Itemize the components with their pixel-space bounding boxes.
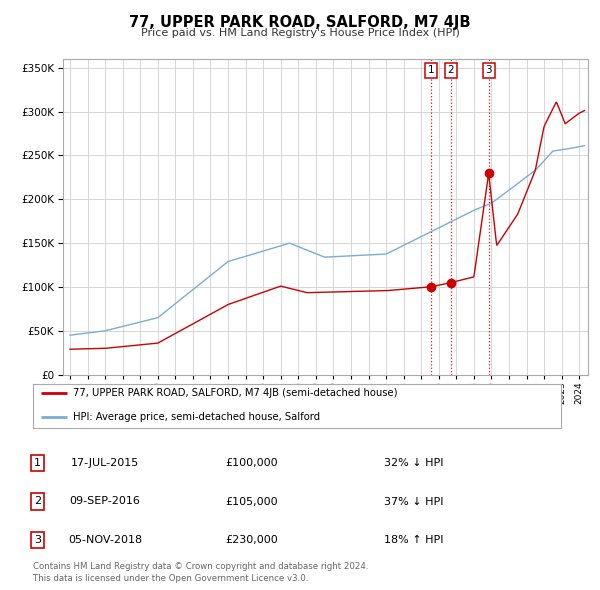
- Text: 2: 2: [448, 65, 454, 76]
- Text: This data is licensed under the Open Government Licence v3.0.: This data is licensed under the Open Gov…: [33, 574, 308, 583]
- Text: 77, UPPER PARK ROAD, SALFORD, M7 4JB: 77, UPPER PARK ROAD, SALFORD, M7 4JB: [129, 15, 471, 30]
- Text: Contains HM Land Registry data © Crown copyright and database right 2024.: Contains HM Land Registry data © Crown c…: [33, 562, 368, 571]
- Text: 1: 1: [427, 65, 434, 76]
- Text: 2: 2: [34, 497, 41, 506]
- Text: £105,000: £105,000: [226, 497, 278, 506]
- Text: £100,000: £100,000: [226, 458, 278, 468]
- Text: 05-NOV-2018: 05-NOV-2018: [68, 535, 142, 545]
- Text: 09-SEP-2016: 09-SEP-2016: [70, 497, 140, 506]
- Text: 32% ↓ HPI: 32% ↓ HPI: [384, 458, 443, 468]
- Text: £230,000: £230,000: [226, 535, 278, 545]
- Text: 3: 3: [485, 65, 492, 76]
- Text: 37% ↓ HPI: 37% ↓ HPI: [384, 497, 443, 506]
- Text: 17-JUL-2015: 17-JUL-2015: [71, 458, 139, 468]
- Text: 3: 3: [34, 535, 41, 545]
- Text: Price paid vs. HM Land Registry's House Price Index (HPI): Price paid vs. HM Land Registry's House …: [140, 28, 460, 38]
- Text: 77, UPPER PARK ROAD, SALFORD, M7 4JB (semi-detached house): 77, UPPER PARK ROAD, SALFORD, M7 4JB (se…: [73, 388, 397, 398]
- Text: 18% ↑ HPI: 18% ↑ HPI: [384, 535, 443, 545]
- Text: 1: 1: [34, 458, 41, 468]
- Text: HPI: Average price, semi-detached house, Salford: HPI: Average price, semi-detached house,…: [73, 412, 320, 422]
